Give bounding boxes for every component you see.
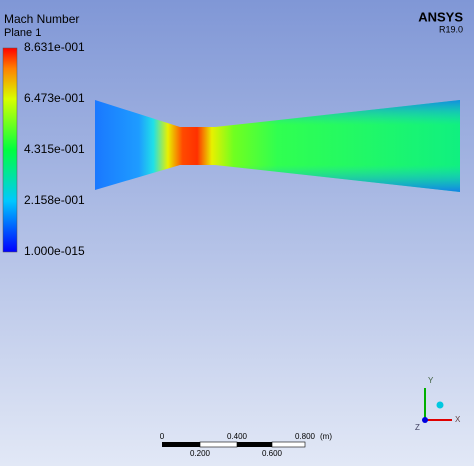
scale-label: 0.400	[227, 432, 248, 441]
scale-label: 0	[160, 432, 165, 441]
brand-name: ANSYS	[418, 9, 463, 24]
triad-label: X	[455, 415, 461, 424]
triad-label: Y	[428, 376, 434, 385]
scale-label: (m)	[320, 432, 332, 441]
legend-labels: 8.631e-001 6.473e-001 4.315e-001 2.158e-001…	[24, 40, 85, 258]
legend-label: 6.473e-001	[24, 91, 85, 105]
legend-title: Mach Number	[4, 12, 79, 26]
scale-label: 0.600	[262, 449, 283, 458]
legend-subtitle: Plane 1	[4, 27, 41, 39]
brand-version: R19.0	[439, 24, 463, 34]
scale-label: 0.800	[295, 432, 316, 441]
scale-segment	[162, 442, 200, 447]
axis-triad: Y X Z	[415, 376, 461, 432]
scale-segment	[271, 441, 306, 448]
scale-bar: 0 0.400 0.800 (m) 0.200 0.600	[160, 432, 333, 458]
legend-label: 4.315e-001	[24, 142, 85, 156]
scale-segment	[199, 441, 238, 448]
legend-label: 2.158e-001	[24, 193, 85, 207]
triad-label: Z	[415, 423, 420, 432]
scale-label: 0.200	[190, 449, 211, 458]
scale-segment	[237, 442, 272, 447]
color-bar	[2, 47, 18, 253]
legend-label: 1.000e-015	[24, 244, 85, 258]
legend-label: 8.631e-001	[24, 40, 85, 54]
triad-z	[422, 417, 428, 423]
triad-origin	[436, 401, 444, 409]
